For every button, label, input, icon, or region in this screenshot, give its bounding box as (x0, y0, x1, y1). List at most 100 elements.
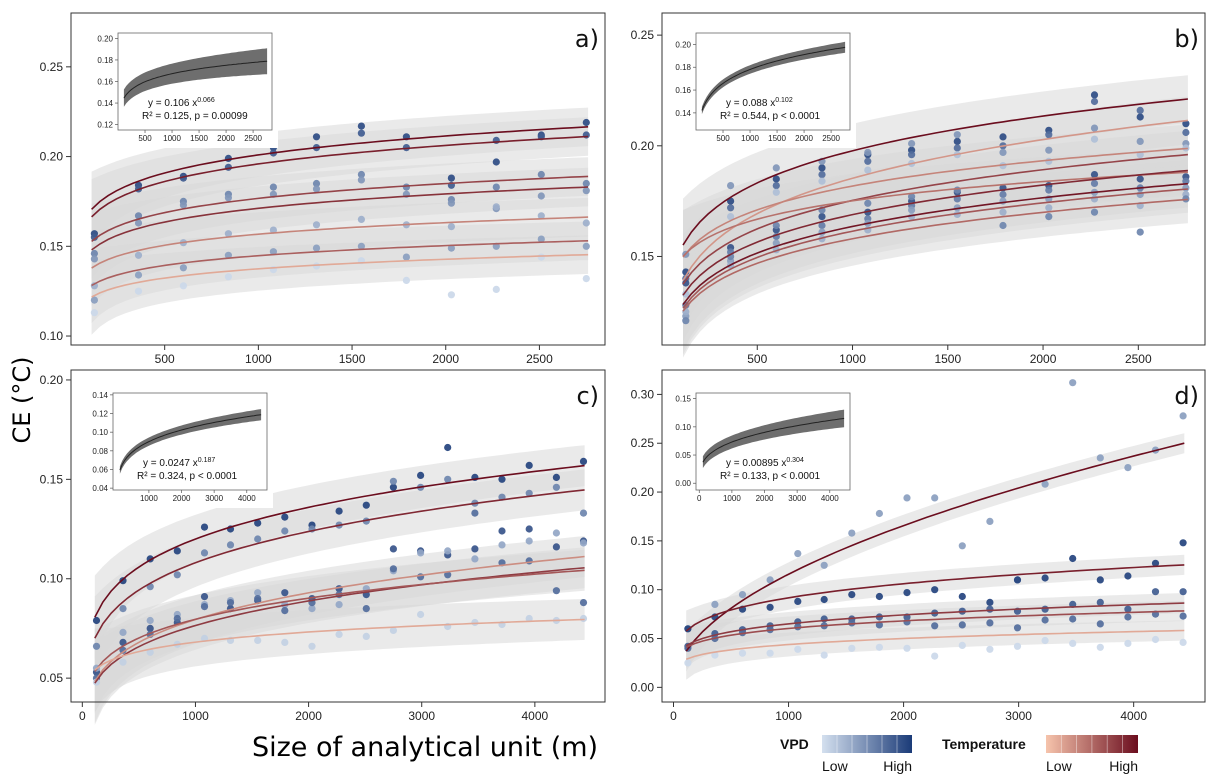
data-point (357, 176, 365, 184)
data-point (281, 638, 289, 647)
data-point (1124, 605, 1132, 613)
inset-equation-exponent: 0.066 (197, 97, 215, 104)
data-point (402, 276, 410, 284)
data-point (986, 605, 994, 613)
confidence-band (91, 117, 589, 255)
inset-x-tick-label: 2000 (173, 494, 191, 503)
data-point (1136, 175, 1144, 183)
data-point (498, 541, 506, 549)
fit-line (682, 171, 1188, 257)
data-point (119, 628, 127, 637)
data-point (362, 605, 370, 613)
data-point (1041, 574, 1049, 582)
data-point (727, 213, 735, 221)
data-point (684, 659, 692, 667)
inset-x-tick-label: 2000 (217, 134, 235, 143)
data-point (492, 285, 500, 293)
inset-plot: 1000 2000 3000 4000 0.04 0.06 0.08 0.10 0.12 0.14… (83, 387, 273, 508)
inset-fit-line (119, 414, 262, 471)
data-point (173, 571, 181, 579)
data-point (908, 206, 916, 214)
data-point (308, 605, 316, 613)
data-point (312, 179, 321, 188)
data-point (1151, 588, 1160, 596)
legend-vpd-high: High (883, 758, 912, 774)
data-point (134, 212, 143, 220)
data-point (958, 542, 966, 550)
plot-frame (661, 369, 1206, 703)
data-point (908, 140, 916, 148)
data-point (146, 648, 154, 656)
fit-line (682, 119, 1188, 282)
confidence-band (686, 600, 1185, 668)
data-point (1090, 124, 1099, 132)
data-point (269, 226, 277, 234)
y-tick-label: 0.25 (631, 436, 655, 450)
data-point (362, 501, 370, 509)
fit-line (685, 564, 1185, 632)
fit-line (682, 182, 1188, 305)
data-point (818, 171, 826, 179)
data-point (1096, 598, 1104, 607)
data-point (1045, 131, 1053, 139)
data-point (772, 188, 780, 196)
data-point (389, 565, 397, 573)
inset-x-tick-label: 4000 (238, 494, 256, 503)
data-point (492, 136, 500, 144)
inset-y-tick-label: 0.00 (675, 479, 691, 488)
data-point (875, 621, 884, 629)
data-point (1013, 624, 1022, 632)
confidence-band (686, 620, 1185, 680)
inset-y-tick-label: 0.05 (675, 451, 691, 460)
x-tick-label: 2000 (1030, 352, 1057, 366)
inset-y-tick-label: 0.15 (675, 395, 691, 404)
data-point (986, 517, 994, 526)
fit-line (685, 629, 1185, 660)
inset-y-tick-label: 0.10 (92, 428, 108, 437)
data-point (986, 645, 994, 653)
fit-line (94, 569, 585, 672)
y-tick-label: 0.15 (631, 534, 655, 548)
data-point (1136, 137, 1144, 145)
data-point (335, 601, 343, 609)
data-point (1069, 639, 1077, 648)
data-point (179, 201, 187, 209)
inset-plot: 500 1000 1500 2000 25000.120.140.160.180.20y… (88, 27, 278, 148)
data-point (953, 144, 961, 152)
fit-line (685, 442, 1185, 652)
data-point (1124, 639, 1132, 648)
x-tick-label: 0 (670, 709, 677, 723)
y-tick-label: 0.00 (631, 680, 655, 694)
data-point (146, 616, 154, 625)
data-point (582, 187, 590, 195)
data-point (537, 235, 545, 243)
data-point (1136, 190, 1144, 199)
inset-x-tick-label: 1000 (163, 134, 181, 143)
data-point (281, 513, 289, 521)
data-point (794, 550, 802, 558)
data-point (312, 221, 321, 229)
fit-line (682, 153, 1188, 285)
x-tick-label: 1500 (339, 352, 366, 366)
data-point (308, 642, 316, 650)
data-point (90, 296, 98, 304)
inset-x-tick-label: 1000 (741, 134, 759, 143)
data-point (1151, 559, 1160, 567)
data-point (402, 253, 410, 261)
data-point (417, 610, 425, 619)
data-point (90, 233, 98, 241)
confidence-band (686, 554, 1185, 652)
data-point (269, 183, 277, 191)
data-point (1136, 228, 1144, 236)
data-point (864, 157, 872, 165)
confidence-band (91, 235, 589, 335)
plot-frame (70, 369, 606, 703)
data-point (471, 555, 479, 563)
data-point (552, 529, 561, 537)
y-tick-label: 0.20 (631, 139, 655, 153)
data-point (1179, 638, 1187, 647)
data-point (1069, 379, 1077, 387)
fit-line (682, 188, 1188, 309)
data-point (864, 148, 872, 156)
